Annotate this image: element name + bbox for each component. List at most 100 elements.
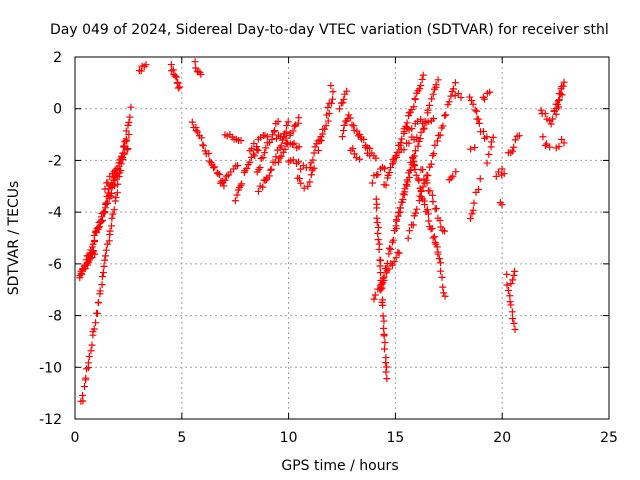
data-point <box>387 245 395 253</box>
data-point <box>511 267 519 275</box>
data-point <box>506 298 514 306</box>
data-point <box>297 165 305 173</box>
data-point <box>414 142 422 150</box>
data-point <box>372 154 380 162</box>
data-point <box>113 166 121 174</box>
data-point <box>373 219 381 227</box>
data-point <box>441 292 449 300</box>
data-point <box>310 149 318 157</box>
data-point <box>112 193 120 201</box>
data-point <box>274 117 282 125</box>
data-point <box>429 198 437 206</box>
data-point <box>486 88 494 96</box>
data-point <box>122 127 130 135</box>
data-point <box>306 164 314 172</box>
data-point <box>434 76 442 84</box>
x-tick-label: 0 <box>71 430 80 446</box>
data-point <box>386 244 394 252</box>
data-point <box>216 170 224 178</box>
data-point <box>199 142 207 150</box>
data-point <box>336 105 344 113</box>
data-point <box>248 145 256 153</box>
data-point <box>92 228 100 236</box>
data-point <box>454 90 462 98</box>
data-point <box>327 82 335 90</box>
data-point <box>503 281 511 289</box>
data-point <box>263 176 271 184</box>
data-point <box>87 347 95 355</box>
data-point <box>106 227 114 235</box>
data-point <box>276 154 284 162</box>
data-point <box>560 139 568 147</box>
data-point <box>415 138 423 146</box>
data-point <box>510 319 518 327</box>
data-point <box>511 136 519 144</box>
data-point <box>93 224 101 232</box>
data-point <box>508 308 516 316</box>
data-point <box>265 172 273 180</box>
data-point <box>380 325 388 333</box>
data-point <box>404 234 412 242</box>
data-point <box>395 249 403 257</box>
x-axis-label: GPS time / hours <box>281 458 398 474</box>
data-point <box>404 178 412 186</box>
data-point <box>81 261 89 269</box>
data-point <box>137 67 145 75</box>
data-point <box>411 147 419 155</box>
data-point <box>98 281 106 289</box>
data-point <box>290 139 298 147</box>
data-point <box>419 166 427 174</box>
data-point <box>504 286 512 294</box>
data-point <box>430 233 438 241</box>
data-point <box>374 170 382 178</box>
data-point <box>174 84 182 92</box>
data-point <box>234 162 242 170</box>
x-tick-label: 20 <box>493 430 511 446</box>
data-point <box>393 217 401 225</box>
data-point <box>254 146 262 154</box>
data-point <box>340 95 348 103</box>
data-point <box>289 141 297 149</box>
data-point <box>560 78 568 86</box>
data-point <box>104 179 112 187</box>
data-point <box>416 85 424 93</box>
data-point <box>300 184 308 192</box>
data-point <box>99 268 107 276</box>
data-point <box>283 139 291 147</box>
data-point <box>473 115 481 123</box>
data-point <box>289 127 297 135</box>
data-point <box>498 165 506 173</box>
data-point <box>383 260 391 268</box>
data-point <box>192 126 200 134</box>
data-point <box>243 164 251 172</box>
data-point <box>396 204 404 212</box>
data-point <box>559 82 567 90</box>
data-point <box>343 87 351 95</box>
data-point <box>476 175 484 183</box>
data-point <box>378 280 386 288</box>
data-point <box>541 110 549 118</box>
data-point <box>379 312 387 320</box>
data-point <box>197 70 205 78</box>
data-point <box>467 96 475 104</box>
data-point <box>103 193 111 201</box>
data-point <box>82 256 90 264</box>
data-point <box>394 248 402 256</box>
data-point <box>410 103 418 111</box>
data-point <box>439 289 447 297</box>
data-point <box>254 187 262 195</box>
data-point <box>167 61 175 69</box>
data-point <box>352 154 360 162</box>
data-point <box>427 160 435 168</box>
data-point <box>401 188 409 196</box>
data-point <box>430 150 438 158</box>
data-point <box>436 131 444 139</box>
data-point <box>380 273 388 281</box>
data-point <box>409 221 417 229</box>
data-point <box>387 164 395 172</box>
data-point <box>511 326 519 334</box>
data-point <box>349 145 357 153</box>
data-point <box>411 165 419 173</box>
data-point <box>469 100 477 108</box>
data-point <box>317 137 325 145</box>
